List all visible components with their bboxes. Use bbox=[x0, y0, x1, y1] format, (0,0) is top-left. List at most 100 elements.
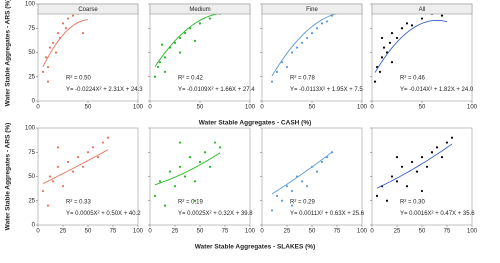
point bbox=[173, 185, 177, 188]
point bbox=[380, 56, 384, 59]
x-tick-label: 100 bbox=[245, 229, 256, 235]
point bbox=[382, 46, 386, 49]
point bbox=[420, 156, 424, 159]
point bbox=[163, 70, 167, 73]
x-tick-label: 100 bbox=[133, 229, 144, 235]
point bbox=[425, 165, 429, 168]
x-tick-label: 50 bbox=[85, 229, 92, 235]
x-tick-label: 100 bbox=[245, 105, 256, 111]
point bbox=[415, 170, 419, 173]
x-tick-label: 25 bbox=[60, 229, 67, 235]
point bbox=[213, 141, 217, 144]
point bbox=[203, 151, 207, 154]
point bbox=[48, 46, 52, 49]
r-squared: R² = 0.29 bbox=[290, 199, 316, 205]
x-tick-label: 0 bbox=[148, 105, 152, 111]
point bbox=[56, 146, 60, 149]
point bbox=[153, 75, 157, 78]
x-tick-label: 100 bbox=[357, 105, 368, 111]
point bbox=[208, 17, 212, 20]
x-tick-label: 50 bbox=[419, 229, 426, 235]
r-squared: R² = 0.42 bbox=[178, 75, 204, 81]
panel-title-box bbox=[149, 3, 251, 15]
point bbox=[76, 156, 80, 159]
x-tick-label: 50 bbox=[85, 105, 92, 111]
point bbox=[198, 160, 202, 164]
y-tick-label: 50 bbox=[28, 174, 35, 180]
point bbox=[300, 180, 304, 183]
point bbox=[158, 61, 162, 64]
point bbox=[310, 31, 314, 35]
x-axis-label: Water Stable Aggregates - SLAKES (%) bbox=[195, 244, 316, 251]
point bbox=[51, 41, 55, 44]
equation: Y= -0.0113X² + 1.95X + 7.5 bbox=[290, 87, 363, 93]
point bbox=[183, 31, 187, 35]
x-tick-label: 0 bbox=[370, 229, 374, 235]
point bbox=[275, 70, 279, 73]
point bbox=[430, 151, 434, 154]
point bbox=[295, 46, 299, 49]
equation: Y= 0.0025X² + 0.32X + 39.8 bbox=[178, 211, 253, 217]
point bbox=[81, 31, 85, 35]
point bbox=[320, 160, 324, 164]
point bbox=[285, 185, 289, 188]
point bbox=[395, 36, 399, 40]
x-tick-label: 0 bbox=[260, 105, 264, 111]
point bbox=[56, 31, 60, 35]
point bbox=[385, 199, 389, 202]
point bbox=[158, 180, 162, 183]
y-axis-label: Water Stable Aggregates - ARS (%) bbox=[5, 123, 12, 231]
point bbox=[208, 165, 212, 168]
point bbox=[64, 27, 68, 30]
point bbox=[66, 160, 70, 164]
point bbox=[410, 24, 414, 27]
point bbox=[48, 175, 52, 178]
point bbox=[163, 204, 167, 207]
x-tick-label: 50 bbox=[197, 105, 204, 111]
fit-curve bbox=[42, 149, 109, 184]
x-tick-label: 50 bbox=[309, 229, 316, 235]
r-squared: R² = 0.19 bbox=[178, 199, 204, 205]
point bbox=[445, 141, 449, 144]
point bbox=[440, 156, 444, 159]
panel-title-box bbox=[37, 3, 139, 15]
point bbox=[51, 180, 55, 183]
point bbox=[46, 65, 50, 69]
point bbox=[188, 156, 192, 159]
point bbox=[173, 41, 177, 44]
x-tick-label: 75 bbox=[222, 229, 229, 235]
point bbox=[410, 160, 414, 164]
x-tick-label: 25 bbox=[172, 229, 179, 235]
fit-curve bbox=[154, 152, 221, 186]
point bbox=[325, 20, 329, 23]
point bbox=[178, 36, 182, 40]
point bbox=[193, 180, 197, 183]
y-tick-label: 75 bbox=[28, 150, 35, 156]
point bbox=[395, 180, 399, 183]
y-tick-label: 100 bbox=[25, 126, 36, 132]
point bbox=[440, 14, 444, 17]
point bbox=[290, 204, 294, 207]
point bbox=[106, 136, 110, 139]
point bbox=[375, 194, 379, 197]
x-tick-label: 50 bbox=[197, 229, 204, 235]
point bbox=[388, 41, 392, 44]
x-tick-label: 75 bbox=[444, 229, 451, 235]
point bbox=[315, 170, 319, 173]
point bbox=[390, 61, 394, 64]
fit-curve bbox=[376, 143, 453, 189]
point bbox=[405, 22, 409, 25]
point bbox=[305, 36, 309, 40]
point bbox=[81, 165, 85, 168]
point bbox=[91, 146, 95, 149]
x-tick-label: 100 bbox=[357, 229, 368, 235]
x-tick-label: 100 bbox=[467, 229, 478, 235]
r-squared: R² = 0.78 bbox=[290, 75, 316, 81]
point bbox=[178, 51, 182, 54]
x-tick-label: 50 bbox=[309, 105, 316, 111]
point bbox=[183, 175, 187, 178]
x-tick-label: 100 bbox=[133, 105, 144, 111]
x-tick-label: 25 bbox=[394, 229, 401, 235]
x-axis-label: Water Stable Aggregates - CASH (%) bbox=[199, 120, 312, 127]
x-tick-label: 0 bbox=[36, 229, 40, 235]
